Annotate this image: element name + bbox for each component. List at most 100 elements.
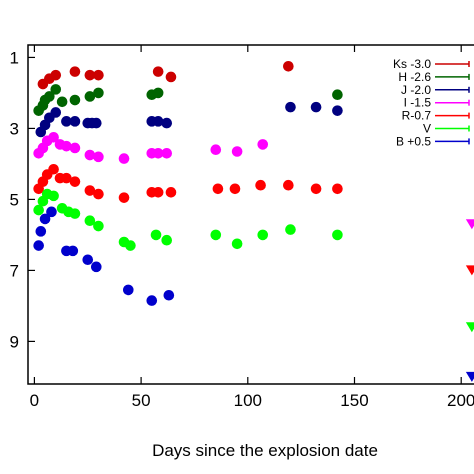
data-point (35, 226, 47, 237)
data-point (152, 87, 164, 99)
data-point (90, 117, 102, 129)
data-point (69, 208, 81, 219)
legend-label: V (423, 122, 431, 136)
data-point (210, 229, 222, 241)
x-tick-label: 50 (132, 391, 151, 410)
data-point (67, 245, 79, 257)
legend-label: R-0.7 (402, 109, 432, 123)
data-point (150, 229, 162, 241)
data-point (257, 229, 269, 241)
data-point (61, 140, 72, 152)
data-point-limit (465, 219, 474, 230)
data-point (44, 91, 55, 102)
data-point (161, 147, 173, 159)
data-point (93, 87, 104, 99)
series-layer (33, 60, 474, 382)
data-point (161, 117, 173, 129)
legend-label: Ks -3.0 (393, 57, 431, 71)
x-tick-label: 0 (30, 391, 39, 410)
data-point (212, 183, 224, 195)
series-1 (33, 84, 343, 116)
data-point (332, 229, 343, 241)
data-point (152, 66, 164, 77)
data-point (161, 234, 173, 246)
data-point (84, 215, 96, 227)
data-point (231, 238, 243, 250)
plot-frame (27, 44, 474, 385)
data-point (69, 94, 81, 106)
data-point (152, 147, 164, 159)
data-point (122, 284, 134, 296)
axis-ticks (28, 45, 462, 384)
data-point (69, 142, 81, 154)
plot-area (27, 44, 474, 385)
data-point (61, 172, 72, 184)
data-point (39, 213, 51, 225)
series-0 (37, 60, 294, 90)
data-point (285, 224, 296, 235)
x-tick-label: 100 (234, 391, 262, 410)
data-point (69, 66, 81, 77)
data-point (285, 101, 296, 113)
data-point (229, 183, 241, 195)
data-point (165, 71, 177, 83)
data-point (84, 185, 96, 196)
series-2 (35, 101, 343, 138)
data-point (50, 84, 62, 95)
data-point (56, 96, 68, 108)
data-point (93, 188, 104, 200)
legend-label: J -2.0 (401, 83, 431, 97)
data-point-limit (465, 371, 474, 382)
data-point (310, 183, 322, 195)
data-point (310, 101, 322, 113)
data-point (93, 220, 104, 232)
legend: Ks -3.0H -2.6J -2.0I -1.5R-0.7VB +0.5 (393, 57, 470, 148)
data-point (283, 179, 294, 191)
data-point (48, 163, 59, 175)
y-tick-label: 7 (10, 261, 19, 280)
data-point (69, 176, 81, 187)
x-tick-label: 200 (447, 391, 474, 410)
series-3 (33, 131, 474, 230)
data-point (125, 240, 136, 251)
y-tick-label: 9 (10, 332, 19, 351)
legend-label: B +0.5 (396, 134, 431, 148)
data-point (118, 192, 130, 203)
data-point (48, 190, 59, 202)
y-tick-label: 1 (10, 48, 19, 67)
data-point (152, 187, 164, 198)
data-point (255, 179, 266, 191)
data-point-limit (465, 265, 474, 276)
data-point (332, 183, 343, 195)
data-point (231, 146, 243, 157)
data-point (332, 89, 343, 100)
data-point-limit (465, 322, 474, 333)
data-point (46, 206, 57, 218)
data-point (84, 149, 96, 161)
y-tick-label: 5 (10, 190, 19, 209)
data-point (82, 254, 94, 266)
data-point (50, 69, 62, 81)
data-point (33, 204, 44, 216)
series-6 (33, 206, 474, 382)
series-4 (33, 163, 474, 276)
y-tick-label: 3 (10, 119, 19, 138)
data-point (152, 116, 164, 127)
legend-label: H -2.6 (398, 70, 431, 84)
data-point (118, 153, 130, 164)
legend-label: I -1.5 (404, 96, 432, 110)
data-point (33, 240, 44, 251)
x-axis-title: Days since the explosion date (152, 441, 378, 460)
data-point (48, 131, 59, 143)
data-point (332, 105, 343, 116)
data-point (283, 60, 294, 72)
data-point (210, 144, 222, 156)
data-point (61, 116, 72, 127)
data-point (50, 107, 62, 118)
data-point (93, 151, 104, 163)
x-tick-label: 150 (340, 391, 368, 410)
data-point (257, 139, 269, 150)
axis-tick-labels: 0 50 100 150 200 1 3 5 7 9 (10, 48, 474, 410)
data-point (84, 69, 96, 81)
